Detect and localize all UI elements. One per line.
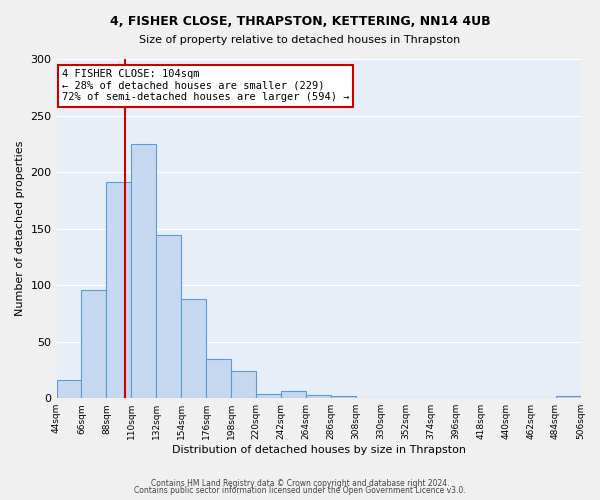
Bar	[556, 396, 581, 398]
Bar	[331, 396, 356, 398]
Bar	[231, 371, 256, 398]
Bar	[306, 395, 331, 398]
Y-axis label: Number of detached properties: Number of detached properties	[15, 141, 25, 316]
Text: 4 FISHER CLOSE: 104sqm
← 28% of detached houses are smaller (229)
72% of semi-de: 4 FISHER CLOSE: 104sqm ← 28% of detached…	[62, 69, 349, 102]
Bar	[82, 290, 106, 398]
Bar	[256, 394, 281, 398]
Bar	[206, 358, 231, 398]
Bar	[181, 298, 206, 398]
Text: Contains HM Land Registry data © Crown copyright and database right 2024.: Contains HM Land Registry data © Crown c…	[151, 478, 449, 488]
Bar	[157, 236, 181, 398]
Text: Size of property relative to detached houses in Thrapston: Size of property relative to detached ho…	[139, 35, 461, 45]
Text: Contains public sector information licensed under the Open Government Licence v3: Contains public sector information licen…	[134, 486, 466, 495]
Bar	[281, 392, 306, 398]
Bar	[56, 380, 82, 398]
X-axis label: Distribution of detached houses by size in Thrapston: Distribution of detached houses by size …	[172, 445, 466, 455]
Bar	[131, 144, 157, 398]
Bar	[106, 182, 131, 398]
Text: 4, FISHER CLOSE, THRAPSTON, KETTERING, NN14 4UB: 4, FISHER CLOSE, THRAPSTON, KETTERING, N…	[110, 15, 490, 28]
